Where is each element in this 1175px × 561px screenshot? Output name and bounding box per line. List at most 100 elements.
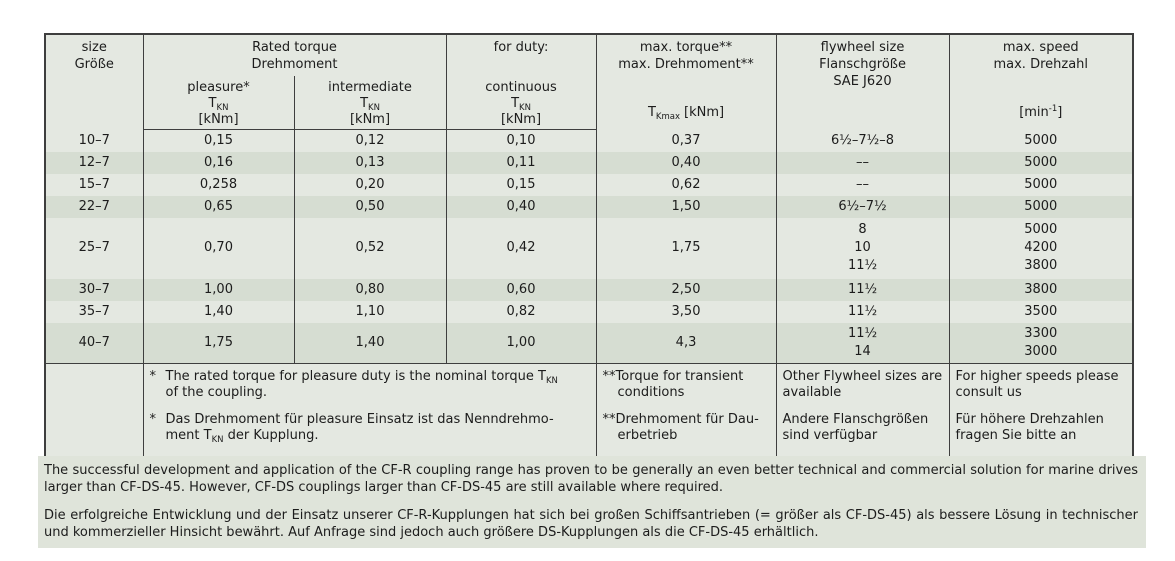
cell-max-speed: 5000 4200 3800 [948,217,1134,279]
size-header-label: size Größe [74,40,114,72]
tkn-subscript: KN [211,435,224,445]
for-duty-label: for duty: [493,40,549,55]
max-torque-label: max. torque** max. Drehmoment** [618,40,754,72]
cell-size: 40–7 [44,322,144,364]
intro-paragraph-en: The successful development and applicati… [44,463,1138,495]
cell-flywheel-size: 6½–7½ [775,195,950,218]
cell-intermediate-torque: 0,80 [293,278,447,301]
cell-continuous-torque: 0,40 [445,195,597,218]
cell-continuous-torque: 0,60 [445,278,597,301]
pleasure-tkn-line: TKN [148,96,290,112]
cell-flywheel-size: 11½ [775,278,950,301]
footnote-transient-en: **Torque for transient conditions [602,369,744,400]
footnote-bullet: * [149,412,157,427]
cell-max-torque: 0,62 [595,173,777,196]
footnote-speed: For higher speeds please consult us Für … [948,363,1134,461]
cell-max-speed: 3300 3000 [948,322,1134,364]
continuous-label: continuous [485,80,557,95]
cell-intermediate-torque: 0,13 [293,151,447,174]
subheader-pleasure: pleasure* TKN [kNm] [142,76,295,130]
footnote-transient-de: **Drehmoment für Dau- erbetrieb [602,412,759,443]
cell-max-torque: 0,40 [595,151,777,174]
footnote-rated-torque-de: * Das Drehmoment für pleasure Einsatz ist… [150,412,590,444]
cell-flywheel-size: 6½–7½–8 [775,129,950,152]
cell-max-torque: 1,75 [595,217,777,279]
cell-continuous-torque: 0,10 [445,129,597,152]
cell-flywheel-size: 8 10 11½ [775,217,950,279]
tkmax-unit-line: TKmax [kNm] [601,105,772,121]
footnote-speed-en: For higher speeds please consult us [955,369,1119,400]
cell-continuous-torque: 0,15 [445,173,597,196]
cell-max-speed: 3500 [948,300,1134,323]
tkn-subscript: KN [545,376,558,386]
footnote-max-torque: **Torque for transient conditions **Dreh… [595,363,777,461]
intermediate-tkn-line: TKN [299,96,442,112]
cell-pleasure-torque: 0,70 [142,217,295,279]
spec-row-40-7: 40–7 1,75 1,40 1,00 4,3 11½ 14 3300 3000 [44,322,1134,364]
cell-max-speed: 5000 [948,129,1134,152]
cell-continuous-torque: 1,00 [445,322,597,364]
cell-flywheel-size: –– [775,151,950,174]
footnote-speed-de: Für höhere Drehzahlen fragen Sie bitte a… [955,412,1104,443]
cell-continuous-torque: 0,82 [445,300,597,323]
subheader-continuous: continuous TKN [kNm] [445,76,597,130]
subheader-intermediate: intermediate TKN [kNm] [293,76,447,130]
footnote-text-pre: Das Drehmoment für pleasure Einsatz ist … [165,412,554,443]
footnote-flywheel-en: Other Flywheel sizes are available [782,369,943,400]
cell-max-torque: 0,37 [595,129,777,152]
coupling-spec-table: size Größe Rated torque Drehmoment for d… [44,33,1135,461]
footnote-rated-torque: * The rated torque for pleasure duty is t… [142,363,597,461]
cell-max-speed: 3800 [948,278,1134,301]
flywheel-label: flywheel size Flanschgröße SAE J620 [819,40,906,89]
cell-size: 10–7 [44,129,144,152]
cell-size: 25–7 [44,217,144,279]
spec-row-12-7: 12–7 0,16 0,13 0,11 0,40 –– 5000 [44,151,1134,174]
cell-pleasure-torque: 1,75 [142,322,295,364]
cell-continuous-torque: 0,42 [445,217,597,279]
footnote-row: * The rated torque for pleasure duty is t… [44,363,1134,461]
intermediate-label: intermediate [328,80,412,95]
intro-paragraph-de: Die erfolgreiche Entwicklung und der Ein… [44,508,1138,540]
cell-size: 30–7 [44,278,144,301]
cell-max-speed: 5000 [948,195,1134,218]
tkn-symbol: T [511,96,520,111]
continuous-tkn-line: TKN [451,96,592,112]
spec-row-22-7: 22–7 0,65 0,50 0,40 1,50 6½–7½ 5000 [44,195,1134,218]
tkmax-unit: [kNm] [684,105,725,120]
tkn-subscript: KN [519,103,531,113]
cell-max-torque: 1,50 [595,195,777,218]
cell-intermediate-torque: 1,10 [293,300,447,323]
tkn-symbol: T [360,96,369,111]
pleasure-unit: [kNm] [198,112,239,127]
tkmax-subscript: Kmax [655,112,680,122]
tkn-symbol: T [208,96,217,111]
footnote-text-pre: The rated torque for pleasure duty is th… [165,369,546,384]
cell-flywheel-size: –– [775,173,950,196]
col-header-max-speed: max. speed max. Drehzahl [min-1] [948,33,1134,130]
footnote-bullet: * [149,369,157,384]
tkmax-symbol: T [647,105,656,120]
footnote-size-empty [44,363,144,461]
cell-continuous-torque: 0,11 [445,151,597,174]
max-speed-label: max. speed max. Drehzahl [993,40,1089,72]
cell-intermediate-torque: 0,12 [293,129,447,152]
speed-unit-post: ] [1057,105,1063,120]
col-header-size: size Größe [44,33,144,130]
cell-max-torque: 4,3 [595,322,777,364]
header-row-1: size Größe Rated torque Drehmoment for d… [44,33,1134,130]
cell-pleasure-torque: 1,40 [142,300,295,323]
cell-flywheel-size: 11½ [775,300,950,323]
cell-size: 35–7 [44,300,144,323]
intro-paragraphs: The successful development and applicati… [38,456,1146,548]
cell-max-torque: 2,50 [595,278,777,301]
footnote-text: The rated torque for pleasure duty is th… [166,369,590,401]
footnote-text-post: of the coupling. [165,385,268,400]
cell-max-speed: 5000 [948,173,1134,196]
cell-pleasure-torque: 0,258 [142,173,295,196]
cell-intermediate-torque: 0,20 [293,173,447,196]
col-header-flywheel: flywheel size Flanschgröße SAE J620 [775,33,950,130]
cell-pleasure-torque: 0,16 [142,151,295,174]
cell-size: 12–7 [44,151,144,174]
col-header-max-torque: max. torque** max. Drehmoment** TKmax [kN… [595,33,777,130]
